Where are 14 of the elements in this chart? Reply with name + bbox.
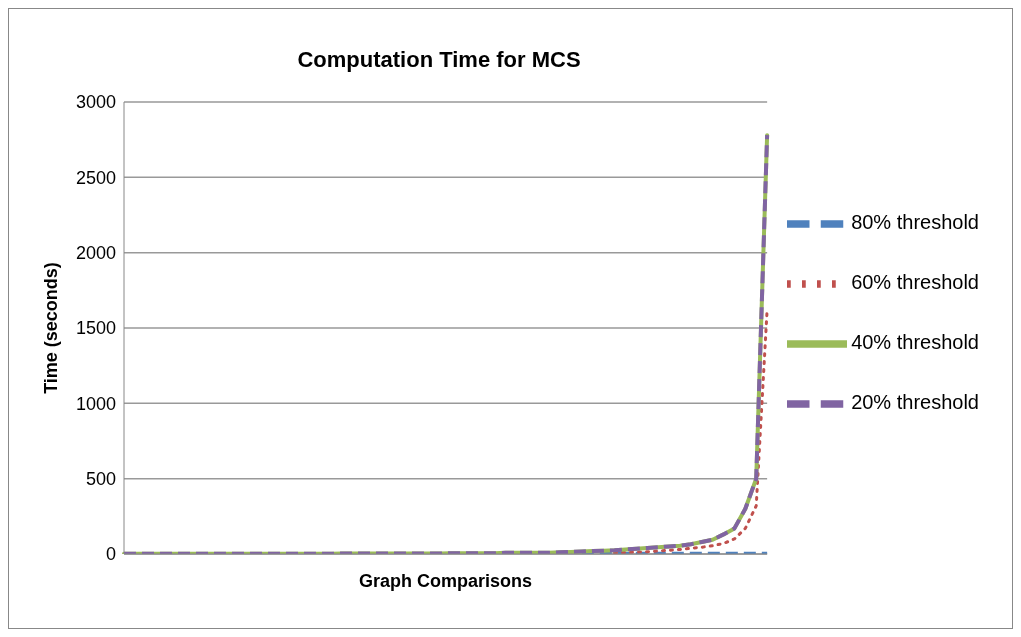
y-tick-label: 2500: [75, 167, 116, 188]
chart-title: Computation Time for MCS: [296, 47, 582, 73]
y-tick-label: 1500: [75, 318, 116, 339]
y-tick-label: 500: [85, 469, 116, 490]
y-tick-label: 0: [105, 544, 116, 565]
legend-label: 80% threshold: [851, 211, 979, 234]
x-axis-title: Graph Comparisons: [359, 571, 533, 591]
y-axis-title: Time (seconds): [41, 262, 62, 394]
y-tick-label: 2000: [75, 243, 116, 264]
legend-label: 60% threshold: [851, 271, 979, 294]
y-tick-label: 3000: [75, 92, 116, 113]
legend-label: 40% threshold: [851, 331, 979, 354]
legend-label: 20% threshold: [851, 391, 979, 414]
y-tick-label: 1000: [75, 393, 116, 414]
